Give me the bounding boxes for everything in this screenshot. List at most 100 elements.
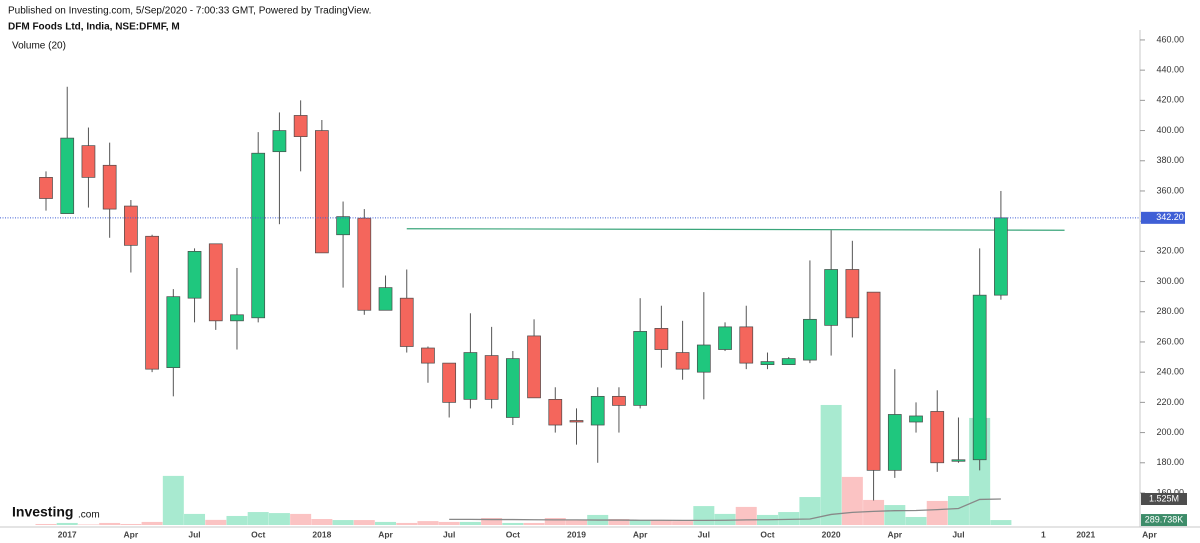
candle-body [378, 287, 393, 311]
x-tick-label: Apr [1142, 529, 1157, 539]
volume-bar [459, 521, 481, 525]
y-tick-label: 360.00 [1156, 185, 1184, 195]
volume-bar [905, 516, 927, 525]
candle-body [272, 130, 287, 153]
candle-body [187, 251, 202, 299]
candle-body [442, 362, 457, 403]
candle-body [739, 326, 754, 364]
trendline [406, 228, 1065, 231]
y-tick-label: 160.00 [1156, 487, 1184, 497]
volume-bar [332, 520, 354, 525]
candle-body [357, 217, 372, 311]
candle-body [505, 358, 520, 418]
y-tick-label: 440.00 [1156, 65, 1184, 75]
volume-bar [714, 513, 736, 525]
candle-body [102, 164, 117, 210]
candle-body [208, 243, 223, 322]
volume-bar [672, 521, 694, 525]
price-label: 342.20 [1156, 212, 1184, 222]
volume-bar [820, 404, 842, 525]
candle-body [39, 177, 53, 199]
candle-body [675, 352, 690, 370]
subtitle: Published on Investing.com, 5/Sep/2020 -… [8, 6, 371, 17]
volume-bar [268, 513, 290, 525]
volume-bar [77, 524, 99, 525]
candle-body [930, 411, 945, 464]
y-tick-label: 180.00 [1156, 457, 1184, 467]
x-tick-label: 2020 [822, 529, 841, 539]
volume-bar [99, 522, 121, 525]
volume-bar [311, 519, 333, 525]
y-tick-label: 280.00 [1156, 306, 1184, 316]
candle-body [866, 291, 881, 471]
x-tick-label: Jul [952, 529, 964, 539]
volume-bar [353, 520, 375, 525]
volume-bar [375, 521, 397, 525]
candle-body [803, 318, 817, 361]
volume-bar [396, 522, 418, 525]
volume-bar [544, 518, 566, 525]
y-tick-label: 220.00 [1156, 397, 1184, 407]
candle-body [230, 314, 244, 322]
volume-label: 289.738K [1145, 514, 1184, 524]
candle-body [60, 137, 75, 214]
y-tick-label: 240.00 [1156, 367, 1184, 377]
volume-bar [162, 475, 184, 525]
volume-bar [226, 515, 248, 525]
y-tick-label: 460.00 [1156, 34, 1184, 44]
candle-body [654, 328, 669, 350]
volume-bar [523, 522, 545, 525]
volume-bar [481, 518, 503, 525]
ma-label-box [1141, 492, 1187, 505]
volume-ma-line [449, 498, 1001, 522]
candle-body [972, 294, 987, 461]
volume-bar [438, 521, 460, 525]
volume-bar [247, 512, 269, 525]
volume-bar [799, 497, 821, 525]
volume-bar [35, 523, 57, 525]
x-tick-label: 2017 [58, 529, 77, 539]
y-tick-label: 420.00 [1156, 95, 1184, 105]
candle-body [909, 415, 923, 423]
candle-body [633, 331, 648, 406]
volume-bar [417, 521, 439, 525]
candle-body [590, 395, 605, 426]
x-tick-label: 2019 [567, 529, 586, 539]
volume-bar [205, 519, 227, 525]
y-tick-label: 260.00 [1156, 336, 1184, 346]
volume-bar [629, 520, 651, 525]
x-tick-label: Apr [124, 529, 139, 539]
y-tick-label: 400.00 [1156, 125, 1184, 135]
candle-body [824, 269, 838, 326]
candle-body [548, 399, 563, 426]
volume-bar [566, 520, 587, 525]
x-tick-label: Oct [760, 529, 774, 539]
candle-body [994, 217, 1008, 296]
logo-suffix: .com [78, 510, 100, 521]
volume-bar [841, 476, 863, 525]
plot [35, 86, 1065, 525]
x-tick-label: Jul [443, 529, 455, 539]
volume-bar [502, 522, 524, 525]
candle-body [81, 145, 96, 178]
candle-body [845, 269, 860, 319]
x-tick-label: Oct [506, 529, 520, 539]
x-tick-label: 2021 [1076, 529, 1095, 539]
y-tick-label: 300.00 [1156, 276, 1184, 286]
x-tick-label: Apr [887, 529, 902, 539]
candle-body [145, 235, 159, 370]
candle-body [569, 420, 584, 423]
volume-bar [863, 499, 885, 525]
y-tick-label: 380.00 [1156, 155, 1184, 165]
candle-body [251, 152, 266, 319]
volume-bar [290, 513, 312, 525]
y-tick-label: 200.00 [1156, 427, 1184, 437]
candle-body [887, 414, 902, 471]
candle-body [718, 326, 732, 350]
candle-body [696, 344, 711, 373]
volume-label-box [1141, 514, 1187, 527]
volume-bar [120, 523, 142, 525]
volume-bar [141, 521, 163, 525]
volume-bar [990, 520, 1012, 525]
